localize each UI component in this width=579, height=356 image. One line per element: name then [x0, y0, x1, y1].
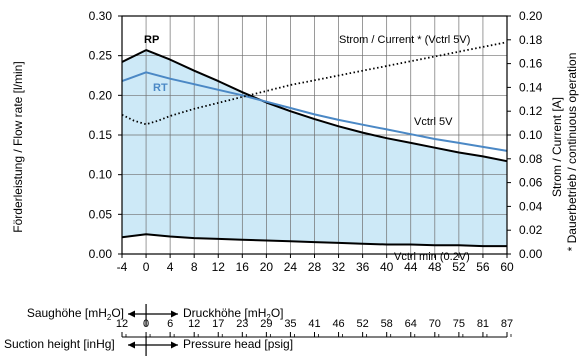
grid	[122, 16, 507, 254]
annotation-rt: RT	[153, 82, 168, 94]
x-tick-label: 56	[476, 260, 490, 274]
annotation-rp: RP	[144, 34, 159, 46]
x-tick-label: 48	[428, 260, 442, 274]
y-right-tick-label: 0.04	[519, 199, 543, 213]
series-line-2	[121, 233, 507, 248]
scale2-right-label: Pressure head [psig]	[183, 337, 293, 351]
y-right-tick-label: 0.08	[519, 152, 543, 166]
x-tick-label: 20	[260, 260, 274, 274]
y-right-tick-label: 0.00	[519, 247, 543, 261]
scale-mh2o: Saughöhe [mH2O] Druckhöhe [mH2O]	[27, 304, 284, 326]
scale2-tick-label: 52	[357, 318, 369, 330]
arrow-head-right	[171, 341, 178, 349]
scale2-tick-label: 17	[212, 318, 224, 330]
scale2-tick-label: 87	[501, 318, 513, 330]
y-right-tick-label: 0.06	[519, 176, 543, 190]
y-right-tick-label: 0.12	[519, 104, 543, 118]
annotation-vctrl-5v: Vctrl 5V	[414, 116, 453, 128]
scale1-arrow	[128, 304, 178, 326]
scale-psig: 12 0 6 12 17 23 29 35 41 46 52 58 64 70 75 81 87 Suction…	[4, 318, 513, 356]
arrow-head-left	[128, 310, 135, 318]
scale2-tick-label: 64	[405, 318, 417, 330]
x-tick-label: -4	[117, 260, 128, 274]
x-tick-label: 8	[191, 260, 198, 274]
y-left-tick-label: 0.10	[89, 168, 113, 182]
scale2-tick-label: 41	[308, 318, 320, 330]
x-tick-label: 12	[212, 260, 226, 274]
arrow-head-left	[128, 341, 135, 349]
x-tick-label: 4	[167, 260, 174, 274]
x-tick-label: 52	[452, 260, 466, 274]
y-right-tick-label: 0.18	[519, 33, 543, 47]
scale1-right-label: Druckhöhe [mH2O]	[183, 306, 284, 322]
y-left-tick-label: 0.30	[89, 9, 113, 23]
scale2-tick-label: 6	[167, 318, 173, 330]
scale2-tick-label: 12	[116, 318, 128, 330]
series-layer	[121, 41, 508, 248]
scale2-tick-label: 12	[188, 318, 200, 330]
x-tick-label: 24	[284, 260, 298, 274]
y-right-tick-label: 0.16	[519, 57, 543, 71]
scale2-left-label: Suction height [inHg]	[4, 337, 115, 351]
scale2-arrow	[128, 336, 178, 356]
series-line-0	[121, 49, 508, 163]
scale2-tick-label: 46	[332, 318, 344, 330]
y-axis-right-label-2: * Dauerbetrieb / continuous operation	[565, 53, 579, 252]
x-tick-label: 44	[404, 260, 418, 274]
scale2-tick-label: 70	[429, 318, 441, 330]
x-tick-label: 60	[500, 260, 514, 274]
scale2-tick-label: 29	[260, 318, 272, 330]
ticks-layer: -4 0 4 8 12 16 20 24 28 32 36 40 44 48 52 56 600.000.050…	[89, 9, 543, 274]
y-right-tick-label: 0.02	[519, 223, 543, 237]
scale2-tick-label: 81	[477, 318, 489, 330]
scale2-tick-label: 0	[143, 318, 149, 330]
x-tick-label: 32	[332, 260, 346, 274]
scale2-tick-label: 35	[284, 318, 296, 330]
scale2-axis: 12 0 6 12 17 23 29 35 41 46 52 58 64 70 75 81 87	[116, 318, 513, 338]
y-left-tick-label: 0.00	[89, 247, 113, 261]
y-right-tick-label: 0.20	[519, 9, 543, 23]
x-tick-label: 36	[356, 260, 370, 274]
y-axis-left-label: Förderleistung / Flow rate [l/min]	[11, 61, 25, 232]
y-left-tick-label: 0.15	[89, 128, 113, 142]
annotation-vctrl-min: Vctrl min (0.2V)	[394, 251, 470, 263]
annotation-current: Strom / Current * (Vctrl 5V)	[339, 34, 470, 46]
y-left-tick-label: 0.25	[89, 49, 113, 63]
series-line-1	[121, 71, 508, 152]
x-tick-label: 0	[143, 260, 150, 274]
scale2-tick-label: 23	[236, 318, 248, 330]
scale2-tick-label: 58	[381, 318, 393, 330]
scale1-left-label: Saughöhe [mH2O]	[27, 306, 124, 322]
x-tick-label: 16	[236, 260, 250, 274]
x-tick-label: 28	[308, 260, 322, 274]
y-right-tick-label: 0.10	[519, 128, 543, 142]
x-tick-label: 40	[380, 260, 394, 274]
arrow-head-right	[171, 310, 178, 318]
y-axis-right-label-1: Strom / Current [A]	[550, 97, 564, 197]
y-left-tick-label: 0.05	[89, 207, 113, 221]
y-left-tick-label: 0.20	[89, 88, 113, 102]
y-right-tick-label: 0.14	[519, 80, 543, 94]
scale2-tick-label: 75	[453, 318, 465, 330]
